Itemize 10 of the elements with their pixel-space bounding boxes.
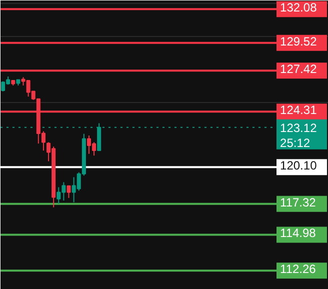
ref-line-label: 120.10 [280,158,318,173]
ref-line-label: 129.52 [280,34,318,48]
candlestick [66,185,71,198]
ref-line-label: 117.32 [280,195,316,210]
ref-line-label: 112.26 [280,262,316,276]
ref-line-label: 114.98 [280,226,316,240]
ref-line-label: 124.31 [280,103,318,118]
ref-line-label: 123.12 25:12 [280,120,318,150]
ref-line-label: 132.08 [280,0,318,15]
ref-line-label: 127.42 [280,62,318,76]
